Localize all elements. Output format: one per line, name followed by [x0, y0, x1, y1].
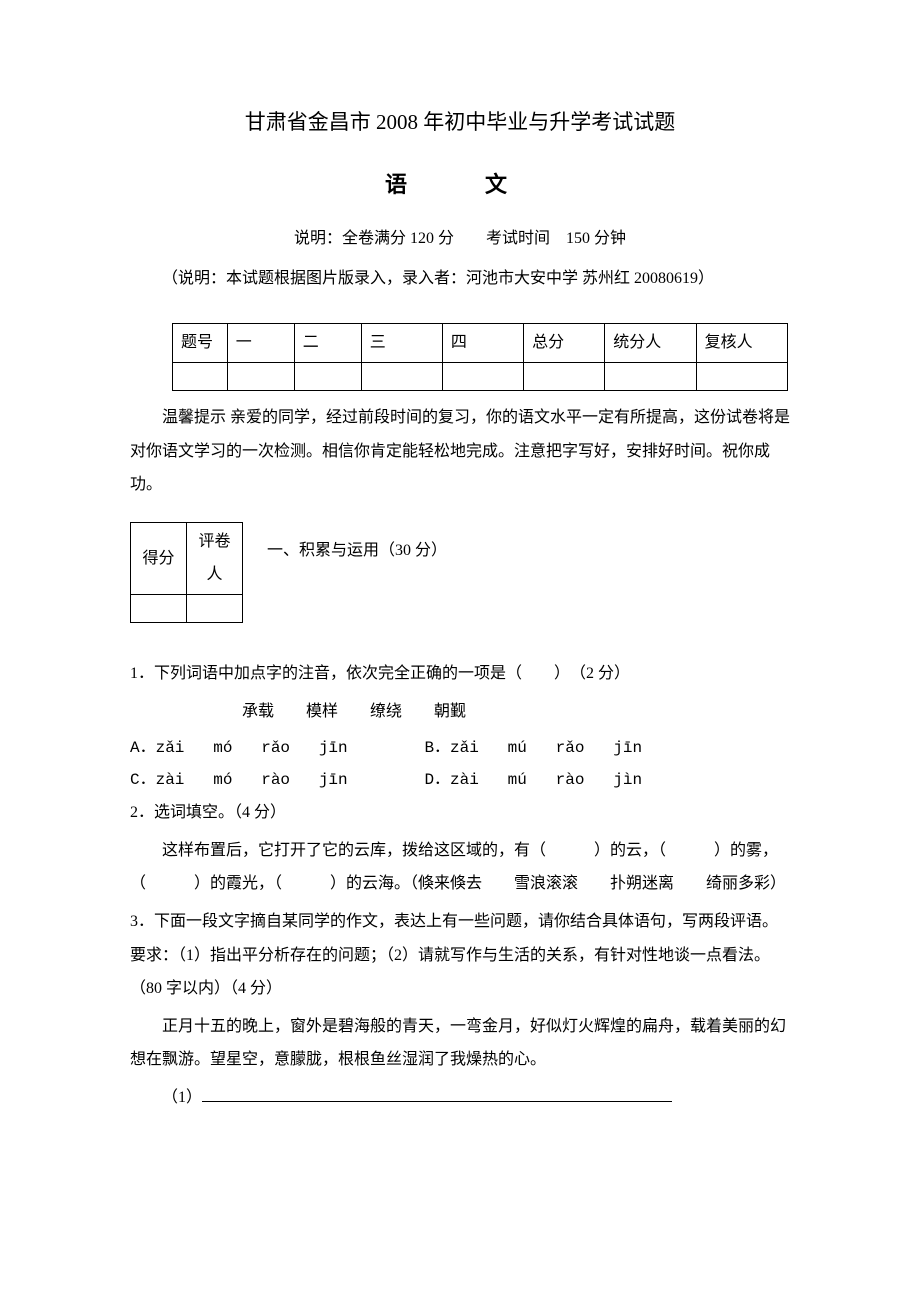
- table-row: 题号 一 二 三 四 总分 统分人 复核人: [173, 324, 788, 363]
- question-3-blank-1: （1）: [130, 1081, 790, 1115]
- table-row: 得分 评卷人: [131, 522, 243, 594]
- empty-cell: [442, 363, 523, 391]
- blank-underline: [202, 1101, 672, 1102]
- empty-cell: [131, 595, 187, 623]
- question-1-words: 承载 模样 缭绕 朝觐: [130, 695, 790, 729]
- question-2-body: 这样布置后，它打开了它的云库，拨给这区域的，有（ ）的云，（ ）的雾，（ ）的霞…: [130, 834, 790, 901]
- question-2-stem: 2．选词填空。（4 分）: [130, 796, 790, 830]
- header-cell: 一: [227, 324, 294, 363]
- score-summary-table: 题号 一 二 三 四 总分 统分人 复核人: [172, 323, 788, 391]
- table-row: [173, 363, 788, 391]
- warm-tip: 温馨提示 亲爱的同学，经过前段时间的复习，你的语文水平一定有所提高，这份试卷将是…: [130, 401, 790, 502]
- header-cell: 题号: [173, 324, 228, 363]
- subject-title: 语 文: [130, 162, 790, 208]
- empty-cell: [187, 595, 243, 623]
- empty-cell: [696, 363, 787, 391]
- blank-label: （1）: [162, 1089, 202, 1106]
- question-1-options-ab: A．zǎi mó rǎo jīn B．zǎi mú rǎo jīn: [130, 732, 790, 764]
- header-cell: 四: [442, 324, 523, 363]
- table-row: [131, 595, 243, 623]
- question-1-stem: 1．下列词语中加点字的注音，依次完全正确的一项是（ ） （2 分）: [130, 657, 790, 691]
- empty-cell: [524, 363, 605, 391]
- question-3-passage: 正月十五的晚上，窗外是碧海般的青天，一弯金月，好似灯火辉煌的扁舟，载着美丽的幻想…: [130, 1010, 790, 1077]
- header-cell: 总分: [524, 324, 605, 363]
- question-3-stem: 3．下面一段文字摘自某同学的作文，表达上有一些问题，请你结合具体语句，写两段评语…: [130, 905, 790, 1006]
- empty-cell: [605, 363, 696, 391]
- empty-cell: [227, 363, 294, 391]
- header-cell: 二: [294, 324, 361, 363]
- exam-instruction: 说明：全卷满分 120 分 考试时间 150 分钟: [130, 222, 790, 256]
- empty-cell: [294, 363, 361, 391]
- header-cell: 得分: [131, 522, 187, 594]
- question-1-options-cd: C．zài mó rào jīn D．zài mú rào jìn: [130, 764, 790, 796]
- section-header-row: 得分 评卷人 一、积累与运用（30 分）: [130, 522, 790, 623]
- transcription-note: （说明：本试题根据图片版录入，录入者：河池市大安中学 苏州红 20080619）: [130, 262, 790, 296]
- header-cell: 三: [361, 324, 442, 363]
- exam-title: 甘肃省金昌市 2008 年初中毕业与升学考试试题: [130, 100, 790, 144]
- grader-table: 得分 评卷人: [130, 522, 243, 623]
- section-1-title: 一、积累与运用（30 分）: [267, 522, 447, 568]
- empty-cell: [173, 363, 228, 391]
- header-cell: 统分人: [605, 324, 696, 363]
- header-cell: 复核人: [696, 324, 787, 363]
- empty-cell: [361, 363, 442, 391]
- header-cell: 评卷人: [187, 522, 243, 594]
